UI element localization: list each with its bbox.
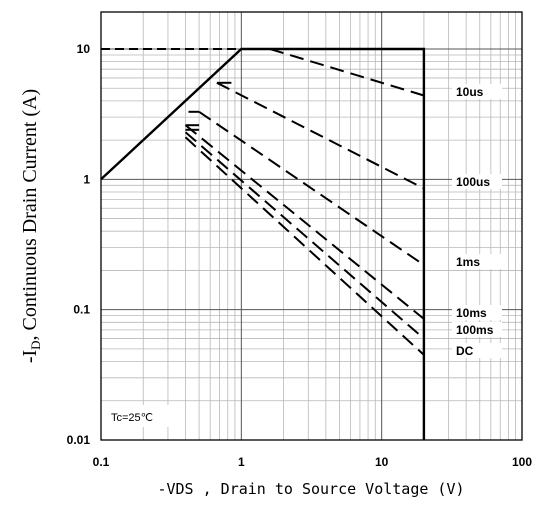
major-grid xyxy=(101,12,522,440)
soa-curve-100ms xyxy=(184,131,425,340)
curve-label-background xyxy=(452,305,502,320)
x-tick-label: 0.1 xyxy=(93,455,110,469)
series-layer xyxy=(184,48,425,356)
soa-curve-1ms xyxy=(198,110,425,266)
x-tick-label: 1 xyxy=(238,455,245,469)
soa-curve-10ms xyxy=(184,124,425,320)
soa-curve-100us xyxy=(216,81,425,190)
curve-label-background xyxy=(452,84,502,99)
curve-label-background xyxy=(452,254,502,269)
x-axis-label: -VDS , Drain to Source Voltage (V) xyxy=(157,480,464,498)
curve-label-100ms: 100ms xyxy=(456,323,494,337)
y-axis-label-subscript: D xyxy=(28,340,43,349)
boundary-layer xyxy=(100,47,426,440)
curve-labels: 10us 100us 1ms 10ms 100ms DC xyxy=(452,84,502,358)
temperature-note-text: Tc=25℃ xyxy=(111,412,153,424)
y-tick-label: 1 xyxy=(83,172,90,186)
temperature-note: Tc=25℃ xyxy=(106,405,172,427)
y-axis-label-main: -I xyxy=(19,350,41,363)
curve-label-100us: 100us xyxy=(456,175,490,189)
soa-curve-DC xyxy=(184,136,425,356)
plot-frame xyxy=(100,11,523,441)
soa-curve-10us xyxy=(269,48,425,97)
curve-label-10ms: 10ms xyxy=(456,306,487,320)
curve-label-1ms: 1ms xyxy=(456,255,480,269)
curve-label-background xyxy=(452,174,502,189)
y-axis-label: -ID, Continuous Drain Current (A) xyxy=(19,89,43,363)
soa-boundary-line xyxy=(100,47,426,440)
y-tick-label: 0.01 xyxy=(67,433,91,447)
y-axis-label-rest: , Continuous Drain Current (A) xyxy=(19,89,41,341)
curve-label-background xyxy=(452,343,502,358)
minor-grid xyxy=(101,12,522,440)
x-tick-label: 10 xyxy=(375,455,389,469)
curve-label-background xyxy=(452,322,502,337)
temperature-note-background xyxy=(106,405,172,427)
curve-label-10us: 10us xyxy=(456,85,484,99)
curve-label-DC: DC xyxy=(456,344,474,358)
y-tick-label: 0.1 xyxy=(73,303,90,317)
x-tick-label: 100 xyxy=(512,455,532,469)
y-tick-label: 10 xyxy=(77,42,91,56)
